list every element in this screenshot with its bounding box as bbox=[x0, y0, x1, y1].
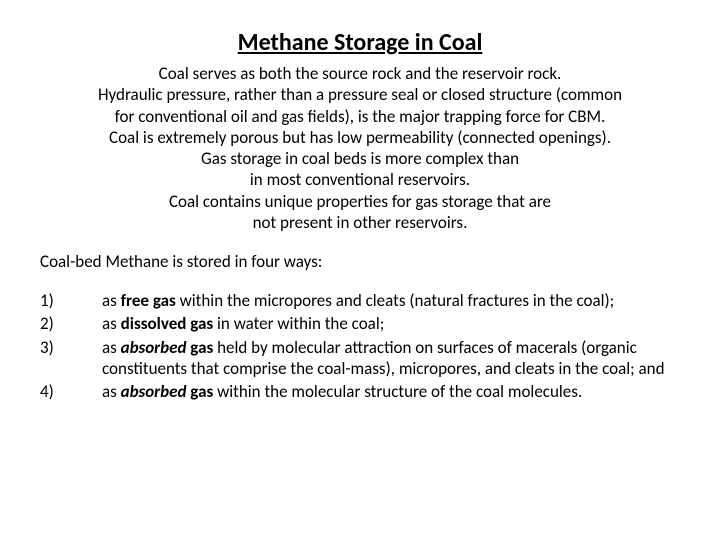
list-item: 2) as dissolved gas in water within the … bbox=[40, 313, 680, 336]
intro-line: in most conventional reservoirs. bbox=[40, 169, 680, 190]
storage-list: 1) as free gas within the micropores and… bbox=[40, 290, 680, 404]
item-text: as absorbed gas within the molecular str… bbox=[102, 381, 680, 404]
intro-block: Coal serves as both the source rock and … bbox=[40, 63, 680, 233]
list-heading: Coal-bed Methane is stored in four ways: bbox=[40, 251, 680, 272]
text: in water within the coal; bbox=[213, 313, 384, 334]
list-item: 4) as absorbed gas within the molecular … bbox=[40, 381, 680, 404]
text: as bbox=[102, 337, 121, 358]
intro-line: not present in other reservoirs. bbox=[40, 212, 680, 233]
item-number: 3) bbox=[40, 337, 102, 382]
emphasis: free gas bbox=[121, 290, 176, 311]
text: as bbox=[102, 313, 121, 334]
list-item: 3) as absorbed gas held by molecular att… bbox=[40, 337, 680, 382]
item-text: as free gas within the micropores and cl… bbox=[102, 290, 680, 313]
emphasis: gas bbox=[186, 381, 213, 402]
intro-line: for conventional oil and gas fields), is… bbox=[40, 106, 680, 127]
item-text: as absorbed gas held by molecular attrac… bbox=[102, 337, 680, 382]
intro-line: Gas storage in coal beds is more complex… bbox=[40, 148, 680, 169]
text: as bbox=[102, 290, 121, 311]
emphasis: gas bbox=[186, 337, 213, 358]
emphasis: absorbed bbox=[121, 381, 187, 402]
intro-line: Coal is extremely porous but has low per… bbox=[40, 127, 680, 148]
item-text: as dissolved gas in water within the coa… bbox=[102, 313, 680, 336]
item-number: 2) bbox=[40, 313, 102, 336]
intro-line: Coal serves as both the source rock and … bbox=[40, 63, 680, 84]
text: within the molecular structure of the co… bbox=[213, 381, 582, 402]
text: within the micropores and cleats (natura… bbox=[176, 290, 614, 311]
item-number: 1) bbox=[40, 290, 102, 313]
text: as bbox=[102, 381, 121, 402]
emphasis: absorbed bbox=[121, 337, 187, 358]
intro-line: Coal contains unique properties for gas … bbox=[40, 191, 680, 212]
intro-line: Hydraulic pressure, rather than a pressu… bbox=[40, 84, 680, 105]
list-item: 1) as free gas within the micropores and… bbox=[40, 290, 680, 313]
page-title: Methane Storage in Coal bbox=[40, 28, 680, 57]
item-number: 4) bbox=[40, 381, 102, 404]
emphasis: dissolved gas bbox=[121, 313, 214, 334]
